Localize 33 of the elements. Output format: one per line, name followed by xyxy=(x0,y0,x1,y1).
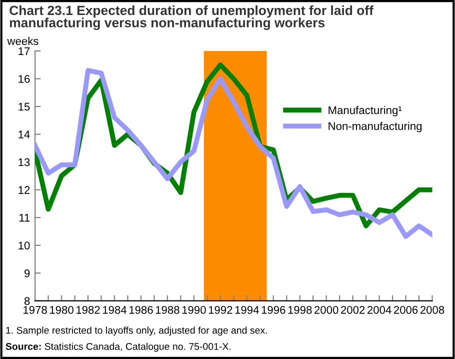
y-tick-label: 11 xyxy=(19,214,30,222)
x-tick-label: 1980 xyxy=(50,306,74,314)
x-tick-label: 1990 xyxy=(182,306,206,314)
legend-label: Non-manufacturing xyxy=(328,122,422,132)
x-tick-label: 2002 xyxy=(341,306,365,314)
x-tick-label: 2006 xyxy=(394,306,418,314)
x-tick-label: 2000 xyxy=(314,306,338,314)
x-tick-label: 1992 xyxy=(208,306,232,314)
y-tick-label: 13 xyxy=(18,158,30,166)
source-note: Source: xyxy=(6,343,41,350)
x-tick-label: 1988 xyxy=(156,306,180,314)
y-tick-label: 14 xyxy=(18,130,30,138)
y-tick-label: 15 xyxy=(18,102,30,111)
y-tick-label: 17 xyxy=(18,47,30,56)
x-tick-label: 2008 xyxy=(420,306,444,314)
x-tick-label: 1996 xyxy=(262,306,286,314)
y-tick-label: 16 xyxy=(18,75,30,83)
x-tick-label: 1998 xyxy=(288,306,312,314)
legend-label: Manufacturing¹ xyxy=(328,106,402,116)
x-tick-label: 1982 xyxy=(76,306,100,314)
x-tick-label: 1994 xyxy=(235,306,259,314)
y-tick-label: 8 xyxy=(24,297,30,305)
y-axis-title: weeks xyxy=(7,36,38,46)
x-tick-label: 2004 xyxy=(367,306,392,314)
y-tick-label: 9 xyxy=(24,269,30,278)
x-tick-label: 1986 xyxy=(129,306,153,314)
text: Statistics Canada, Catalogue no. 75-001-X. xyxy=(44,342,230,352)
y-tick-label: 12 xyxy=(18,186,30,194)
y-tick-label: 10 xyxy=(18,242,30,250)
x-tick-label: 1984 xyxy=(102,306,127,314)
text: 1. Sample restricted to layoffs only, adjusted for age and sex. xyxy=(6,326,267,336)
x-tick-label: 1978 xyxy=(24,306,47,314)
chart-title: Chart 23.1 Expected duration of unemployment for laid off manufacturing versus non-manufacturing workers xyxy=(10,5,374,30)
